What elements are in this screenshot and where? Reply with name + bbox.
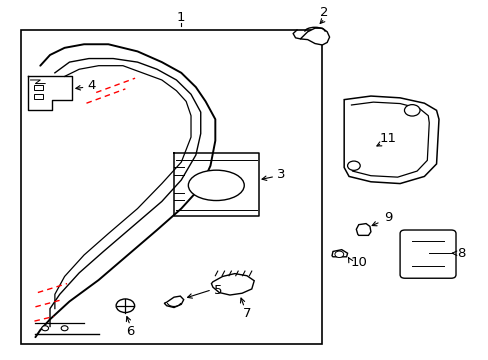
Circle shape [41, 326, 48, 331]
Bar [34, 94, 43, 99]
Text: 10: 10 [349, 256, 366, 269]
Bar [34, 85, 43, 90]
Text: 3: 3 [276, 168, 285, 181]
Text: 8: 8 [456, 247, 464, 260]
Ellipse shape [188, 170, 244, 201]
Circle shape [347, 161, 360, 170]
Text: 7: 7 [242, 307, 251, 320]
Polygon shape [331, 249, 347, 257]
Text: 9: 9 [383, 211, 391, 224]
Polygon shape [211, 274, 254, 295]
Text: 4: 4 [87, 79, 95, 92]
FancyBboxPatch shape [399, 230, 455, 278]
Polygon shape [300, 28, 329, 45]
Text: 2: 2 [320, 6, 328, 19]
Text: 1: 1 [177, 11, 185, 24]
Polygon shape [356, 224, 370, 235]
Polygon shape [344, 96, 438, 184]
Text: 5: 5 [213, 284, 222, 297]
Circle shape [404, 105, 419, 116]
Text: 6: 6 [126, 325, 134, 338]
Circle shape [334, 251, 343, 257]
Circle shape [116, 299, 134, 312]
Bar [21, 30, 322, 344]
Circle shape [61, 326, 68, 331]
Polygon shape [164, 296, 183, 307]
Text: 11: 11 [379, 132, 396, 145]
